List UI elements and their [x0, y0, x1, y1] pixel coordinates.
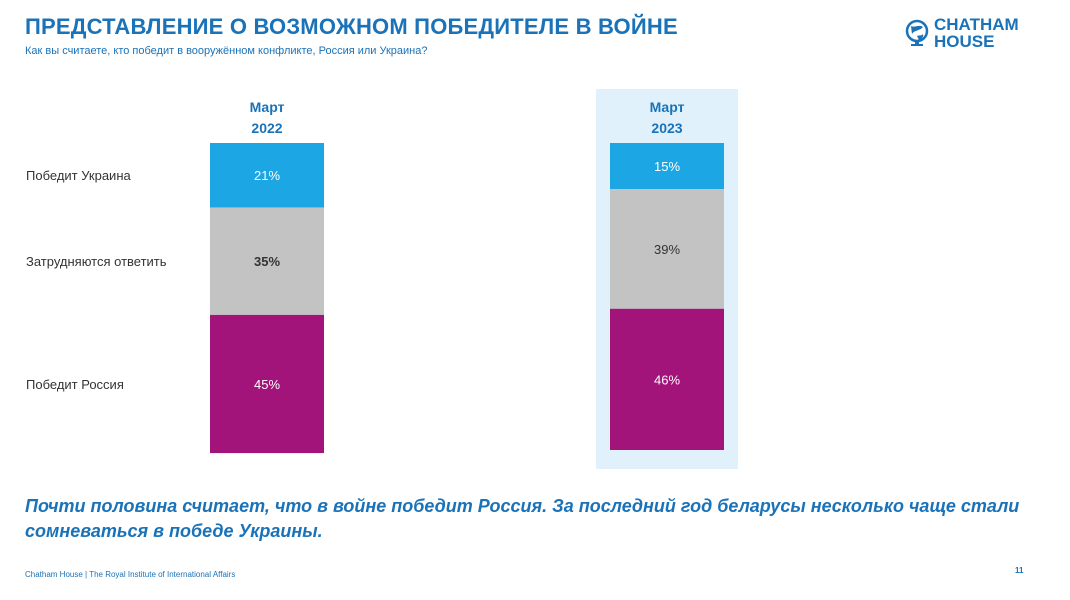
bar-segment	[210, 314, 324, 454]
data-label: 45%	[254, 377, 280, 392]
bar-segment	[210, 207, 324, 315]
stacked-bar-chart: Март 2022 Март 2023 21% 35% 45% 15% 39% 46% Победи…	[26, 89, 738, 469]
page-title: ПРЕДСТАВЛЕНИЕ О ВОЗМОЖНОМ ПОБЕДИТЕЛЕ В В…	[25, 14, 678, 39]
category-label-line2: 2022	[251, 120, 282, 136]
category-label-line1: Март	[250, 99, 285, 115]
globe-icon	[905, 19, 929, 46]
data-label: 35%	[254, 254, 280, 269]
category-label-line1: Март	[650, 99, 685, 115]
data-label: 46%	[654, 372, 680, 387]
bar-segment	[610, 189, 724, 309]
data-label: 15%	[654, 159, 680, 174]
bar-segment	[210, 143, 324, 208]
data-label: 21%	[254, 168, 280, 183]
series-label: Победит Россия	[26, 377, 124, 392]
footer-text: Chatham House | The Royal Institute of I…	[25, 570, 236, 579]
logo-wordmark: CHATHAM HOUSE	[934, 16, 1019, 50]
logo-line-2: HOUSE	[934, 32, 995, 51]
series-label: Победит Украина	[26, 168, 131, 183]
page-number: 11	[1015, 566, 1024, 575]
category-label-line2: 2023	[651, 120, 682, 136]
bar-segment	[610, 143, 724, 190]
data-label: 39%	[654, 242, 680, 257]
chatham-house-logo: CHATHAM HOUSE	[905, 16, 1019, 50]
survey-question: Как вы считаете, кто победит в вооружённ…	[25, 45, 428, 57]
series-label: Затрудняются ответить	[26, 254, 167, 269]
key-finding: Почти половина считает, что в войне побе…	[25, 496, 1020, 541]
bar-segment	[610, 308, 724, 450]
logo-line-1: CHATHAM	[934, 15, 1019, 34]
